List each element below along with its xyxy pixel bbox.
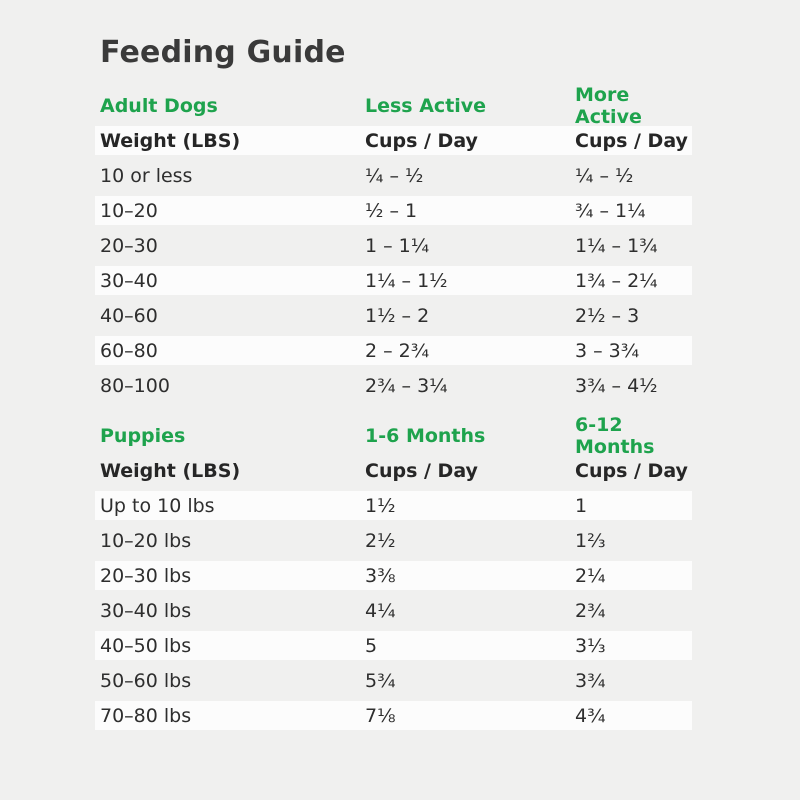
months-6-12-cell: 2¼ [575,564,606,587]
weight-cell: 40–50 lbs [100,634,192,657]
puppies-section-header-row: Puppies 1-6 Months 6-12 Months [95,414,692,458]
less-active-cell: 1¼ – 1½ [365,269,448,292]
table-row: 10–20 lbs 2½ 1⅔ [95,526,692,555]
months-1-6-cell: 4¼ [365,599,396,622]
page-title: Feeding Guide [100,35,346,70]
weight-cell: 40–60 [100,304,158,327]
adult-dogs-table: Adult Dogs Less Active More Active Weigh… [95,84,692,400]
weight-cell: 10–20 lbs [100,529,192,552]
more-active-cell: 1¾ – 2¼ [575,269,658,292]
months-1-6-cell: 2½ [365,529,396,552]
puppies-column-header-row: Weight (LBS) Cups / Day Cups / Day [95,456,692,485]
less-active-label: Less Active [365,95,487,117]
weight-column-header: Weight (LBS) [100,129,241,152]
more-active-cell: 2½ – 3 [575,304,640,327]
months-1-6-label: 1-6 Months [365,425,486,447]
weight-cell: 10 or less [100,164,193,187]
adult-column-header-row: Weight (LBS) Cups / Day Cups / Day [95,126,692,155]
weight-cell: 70–80 lbs [100,704,192,727]
more-active-cell: ¼ – ½ [575,164,634,187]
weight-column-header: Weight (LBS) [100,459,241,482]
cups-per-day-column-header: Cups / Day [575,129,688,152]
table-row: 80–100 2¾ – 3¼ 3¾ – 4½ [95,371,692,400]
months-6-12-cell: 2¾ [575,599,606,622]
cups-per-day-column-header: Cups / Day [575,459,688,482]
table-row: Up to 10 lbs 1½ 1 [95,491,692,520]
table-row: 40–60 1½ – 2 2½ – 3 [95,301,692,330]
puppies-section-label: Puppies [100,425,186,447]
adult-section-label: Adult Dogs [100,95,218,117]
more-active-cell: ¾ – 1¼ [575,199,646,222]
table-row: 70–80 lbs 7⅛ 4¾ [95,701,692,730]
weight-cell: 50–60 lbs [100,669,192,692]
less-active-cell: 2 – 2¾ [365,339,430,362]
weight-cell: Up to 10 lbs [100,494,215,517]
months-1-6-cell: 5¾ [365,669,396,692]
less-active-cell: ¼ – ½ [365,164,424,187]
months-6-12-cell: 1⅔ [575,529,606,552]
months-1-6-cell: 5 [365,634,378,657]
weight-cell: 20–30 [100,234,158,257]
months-6-12-cell: 3¾ [575,669,606,692]
months-6-12-cell: 3⅓ [575,634,606,657]
less-active-cell: ½ – 1 [365,199,418,222]
months-1-6-cell: 3⅜ [365,564,396,587]
table-row: 10–20 ½ – 1 ¾ – 1¼ [95,196,692,225]
table-row: 40–50 lbs 5 3⅓ [95,631,692,660]
less-active-cell: 1½ – 2 [365,304,430,327]
more-active-cell: 3 – 3¾ [575,339,640,362]
months-6-12-cell: 4¾ [575,704,606,727]
adult-section-header-row: Adult Dogs Less Active More Active [95,84,692,128]
weight-cell: 10–20 [100,199,158,222]
table-row: 50–60 lbs 5¾ 3¾ [95,666,692,695]
table-row: 30–40 lbs 4¼ 2¾ [95,596,692,625]
puppies-table: Puppies 1-6 Months 6-12 Months Weight (L… [95,414,692,730]
table-row: 20–30 1 – 1¼ 1¼ – 1¾ [95,231,692,260]
cups-per-day-column-header: Cups / Day [365,129,478,152]
less-active-cell: 2¾ – 3¼ [365,374,448,397]
table-row: 60–80 2 – 2¾ 3 – 3¾ [95,336,692,365]
more-active-label: More Active [575,84,642,128]
weight-cell: 30–40 [100,269,158,292]
weight-cell: 60–80 [100,339,158,362]
months-6-12-label: 6-12 Months [575,414,655,458]
months-1-6-cell: 1½ [365,494,396,517]
weight-cell: 80–100 [100,374,170,397]
table-row: 10 or less ¼ – ½ ¼ – ½ [95,161,692,190]
cups-per-day-column-header: Cups / Day [365,459,478,482]
weight-cell: 20–30 lbs [100,564,192,587]
table-row: 20–30 lbs 3⅜ 2¼ [95,561,692,590]
more-active-cell: 3¾ – 4½ [575,374,658,397]
more-active-cell: 1¼ – 1¾ [575,234,658,257]
months-1-6-cell: 7⅛ [365,704,396,727]
weight-cell: 30–40 lbs [100,599,192,622]
months-6-12-cell: 1 [575,494,588,517]
less-active-cell: 1 – 1¼ [365,234,430,257]
table-row: 30–40 1¼ – 1½ 1¾ – 2¼ [95,266,692,295]
